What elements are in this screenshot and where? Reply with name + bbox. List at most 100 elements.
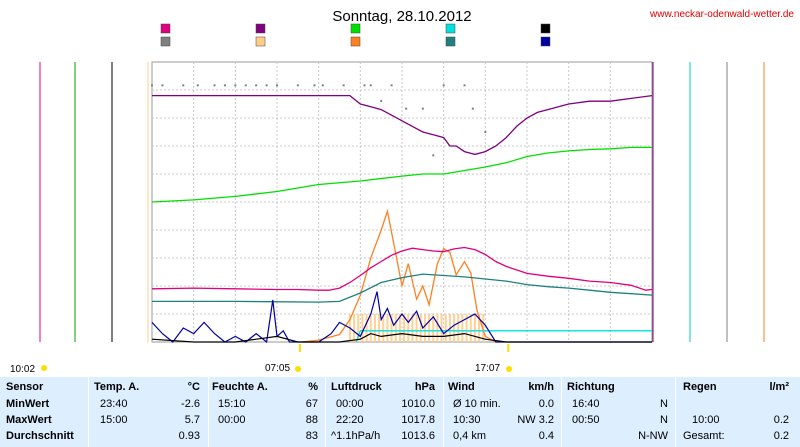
chart-title: Sonntag, 28.10.2012 <box>332 8 471 25</box>
sunshine-bar <box>469 314 472 342</box>
sunshine-bar <box>394 314 397 342</box>
sunshine-bar <box>357 314 360 342</box>
direction-dot <box>363 84 366 87</box>
row-min-wind-value: 0.0 <box>538 398 554 410</box>
row-avg-dir-value: N-NW <box>638 430 668 442</box>
axes <box>39 62 765 342</box>
direction-dot <box>321 84 324 87</box>
sunshine-bar <box>403 314 406 342</box>
sunshine-bar <box>440 314 443 342</box>
sunshine-bar <box>382 314 385 342</box>
legend-swatch <box>350 23 361 34</box>
sunshine-bar <box>432 314 435 342</box>
hdr-hum: Feuchte A. <box>212 381 268 393</box>
row-max-temp-time: 15:00 <box>100 414 128 426</box>
legend-swatch <box>350 36 361 47</box>
direction-dot <box>223 84 226 87</box>
series-taupunkt <box>152 273 653 303</box>
series-wind <box>151 332 652 343</box>
sunshine-bar <box>436 314 439 342</box>
row-max-dir-time: 00:50 <box>572 414 600 426</box>
direction-dot <box>276 84 278 87</box>
row-max-rain-value: 0.2 <box>773 414 789 426</box>
row-avg-hum-value: 83 <box>305 430 318 442</box>
sunset-time: 17:07 <box>475 363 500 374</box>
legend <box>160 23 551 47</box>
direction-dot <box>442 84 445 87</box>
series-temp-a- <box>151 246 653 291</box>
sunrise-marker <box>298 344 301 352</box>
sun-info-left: 10:02 <box>10 364 35 375</box>
row-avg-wind-value: 0.4 <box>538 430 554 442</box>
row-min-temp-value: -2.6 <box>181 398 200 410</box>
grid <box>151 61 653 343</box>
row-avg-wind-distance: 0,4 km <box>453 430 487 442</box>
hdr-hum-unit: % <box>308 381 318 393</box>
direction-dot <box>234 84 237 87</box>
direction-dot <box>265 84 268 87</box>
sunshine-bar <box>465 314 468 342</box>
legend-swatch <box>160 23 171 34</box>
direction-dot <box>463 84 466 87</box>
row-avg-press-value: 1013.6 <box>401 430 435 442</box>
row-avg-rain-label: Gesamt: <box>683 430 725 442</box>
hdr-sensor: Sensor <box>6 381 44 393</box>
direction-dot <box>390 84 393 87</box>
hdr-press-unit: hPa <box>414 381 435 393</box>
sun-icon <box>41 365 47 371</box>
series-windb-en <box>151 291 652 344</box>
series-regen <box>355 330 652 343</box>
row-min-wind-time: Ø 10 min. <box>453 398 501 410</box>
row-min-label: MinWert <box>6 398 50 410</box>
sunshine-bar <box>411 314 414 342</box>
row-avg-label: Durchschnitt <box>6 430 74 442</box>
sunshine-bar <box>415 314 418 342</box>
sunrise-time: 07:05 <box>265 363 290 374</box>
sunshine-bar <box>365 314 368 342</box>
legend-swatch <box>540 36 551 47</box>
direction-dot <box>421 107 424 110</box>
row-max-wind-value: NW 3.2 <box>517 414 554 426</box>
row-avg-temp-value: 0.93 <box>178 430 200 442</box>
sunshine-bar <box>361 314 364 342</box>
hdr-temp: Temp. A. <box>94 381 140 393</box>
row-min-hum-value: 67 <box>305 398 318 410</box>
row-max-hum-time: 00:00 <box>218 414 246 426</box>
legend-swatch <box>255 36 266 47</box>
legend-swatch <box>160 36 171 47</box>
hdr-rain-unit: l/m² <box>769 381 789 393</box>
sun-info: 10:02 07:05 17:07 <box>10 363 512 375</box>
legend-swatch <box>255 23 266 34</box>
stats-table: Sensor Temp. A. °C Feuchte A. % Luftdruc… <box>0 377 800 447</box>
legend-swatch <box>445 36 456 47</box>
sunshine-bar <box>407 314 410 342</box>
row-max-wind-time: 10:30 <box>453 414 481 426</box>
sunrise-icon <box>295 366 301 372</box>
hdr-press: Luftdruck <box>331 381 382 393</box>
legend-swatch <box>540 23 551 34</box>
sunshine-bar <box>390 314 393 342</box>
direction-dot <box>405 107 408 110</box>
direction-dot <box>244 84 247 87</box>
direction-dot <box>151 84 153 87</box>
series-feuchte-a- <box>152 94 653 156</box>
direction-dot <box>380 99 383 102</box>
direction-dot <box>182 84 185 87</box>
direction-dot <box>484 131 487 133</box>
row-max-hum-value: 88 <box>305 414 318 426</box>
sunshine-bar <box>461 314 464 342</box>
sunshine-bar <box>473 314 476 342</box>
site-url[interactable]: www.neckar-odenwald-wetter.de <box>649 9 794 20</box>
sunshine-bar <box>444 314 447 342</box>
row-avg-press-trend: ^1.1hPa/h <box>331 430 381 442</box>
sunshine-bar <box>398 314 401 342</box>
sunshine-bar <box>478 314 481 342</box>
sunshine-bar <box>453 314 456 342</box>
sunshine-bar <box>373 314 376 342</box>
sunset-marker <box>507 344 510 352</box>
sunshine-bar <box>457 314 460 342</box>
hdr-wind-unit: km/h <box>528 381 554 393</box>
legend-swatch <box>445 23 456 34</box>
hdr-dir: Richtung <box>567 381 615 393</box>
row-max-temp-value: 5.7 <box>184 414 200 426</box>
